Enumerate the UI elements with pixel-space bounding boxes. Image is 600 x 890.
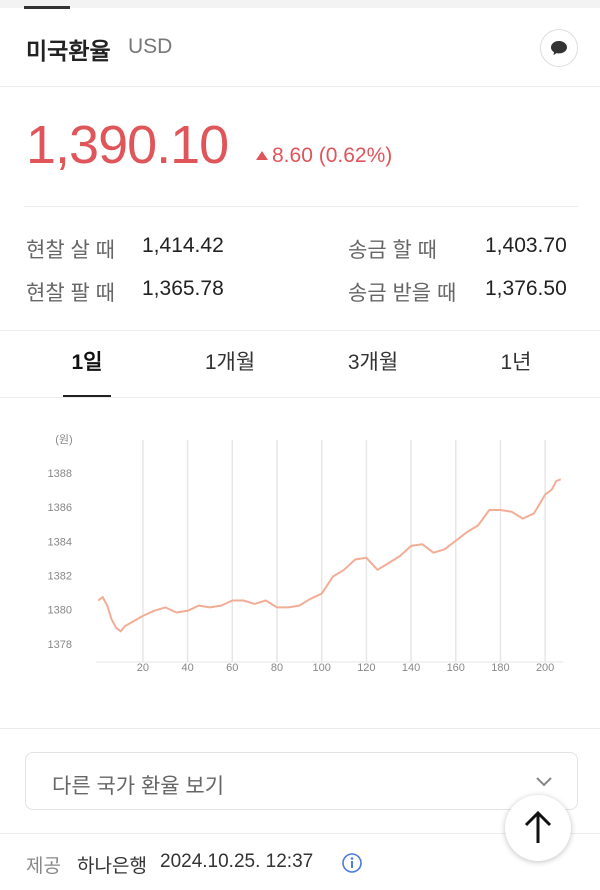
rate-label: 송금 할 때 [348, 239, 437, 262]
source-label: 제공 [26, 856, 61, 877]
divider [0, 330, 600, 331]
y-tick-label: 1382 [48, 571, 72, 583]
title: 미국환율 [26, 38, 111, 64]
rate-value: 1,403.70 [485, 234, 567, 257]
tab[interactable]: 1년 [500, 351, 532, 374]
data-line [97, 478, 562, 633]
tab-indicator [63, 395, 111, 397]
x-tick-label: 60 [226, 662, 238, 674]
tab[interactable]: 1일 [71, 351, 103, 374]
x-tick-label: 40 [181, 662, 193, 674]
comment-icon [551, 40, 567, 56]
chart: (원) 20 40 60 80 100 120 140 160 180 200 1378 1380 13… [48, 433, 563, 674]
rate-label: 현찰 살 때 [26, 239, 115, 262]
arrow-up-icon [524, 810, 552, 843]
timestamp: 2024.10.25. 12:37 [160, 851, 314, 872]
x-tick-label: 100 [312, 662, 330, 674]
y-tick-label: 1386 [48, 502, 72, 514]
tab[interactable]: 1개월 [204, 351, 256, 374]
rate-value: 1,376.50 [485, 277, 567, 300]
divider [0, 728, 600, 729]
scroll-top-button[interactable] [505, 795, 571, 861]
y-tick-label: 1378 [48, 639, 72, 651]
up-triangle [256, 151, 268, 160]
source: 하나은행 [77, 856, 147, 877]
rate-label: 현찰 팔 때 [26, 282, 115, 305]
top-indicator [24, 6, 70, 9]
rate-value: 1,414.42 [142, 234, 224, 257]
info-icon[interactable] [341, 852, 363, 874]
top-bar [0, 0, 600, 8]
dropdown-label: 다른 국가 환율 보기 [52, 775, 225, 798]
y-tick-label: 1388 [48, 468, 72, 480]
x-tick-label: 180 [491, 662, 509, 674]
x-tick-label: 80 [271, 662, 283, 674]
x-tick-label: 140 [402, 662, 420, 674]
divider [0, 833, 600, 834]
rate-label: 송금 받을 때 [348, 282, 457, 305]
country-dropdown[interactable]: 다른 국가 환율 보기 [25, 752, 578, 810]
y-tick-label: 1384 [48, 536, 72, 548]
price-change: 8.60 (0.62%) [272, 144, 393, 167]
x-tick-label: 160 [447, 662, 465, 674]
divider [0, 397, 600, 398]
x-tick-label: 20 [137, 662, 149, 674]
tab[interactable]: 3개월 [347, 351, 399, 374]
x-tick-label: 200 [536, 662, 554, 674]
divider [0, 86, 600, 87]
comment-button[interactable] [540, 29, 578, 67]
y-tick-label: 1380 [48, 605, 72, 617]
currency: USD [128, 35, 173, 58]
rate-value: 1,365.78 [142, 277, 224, 300]
chevron [536, 777, 552, 787]
price: 1,390.10 [26, 115, 229, 175]
divider [24, 206, 578, 207]
x-tick-label: 120 [357, 662, 375, 674]
y-unit: (원) [55, 433, 72, 446]
